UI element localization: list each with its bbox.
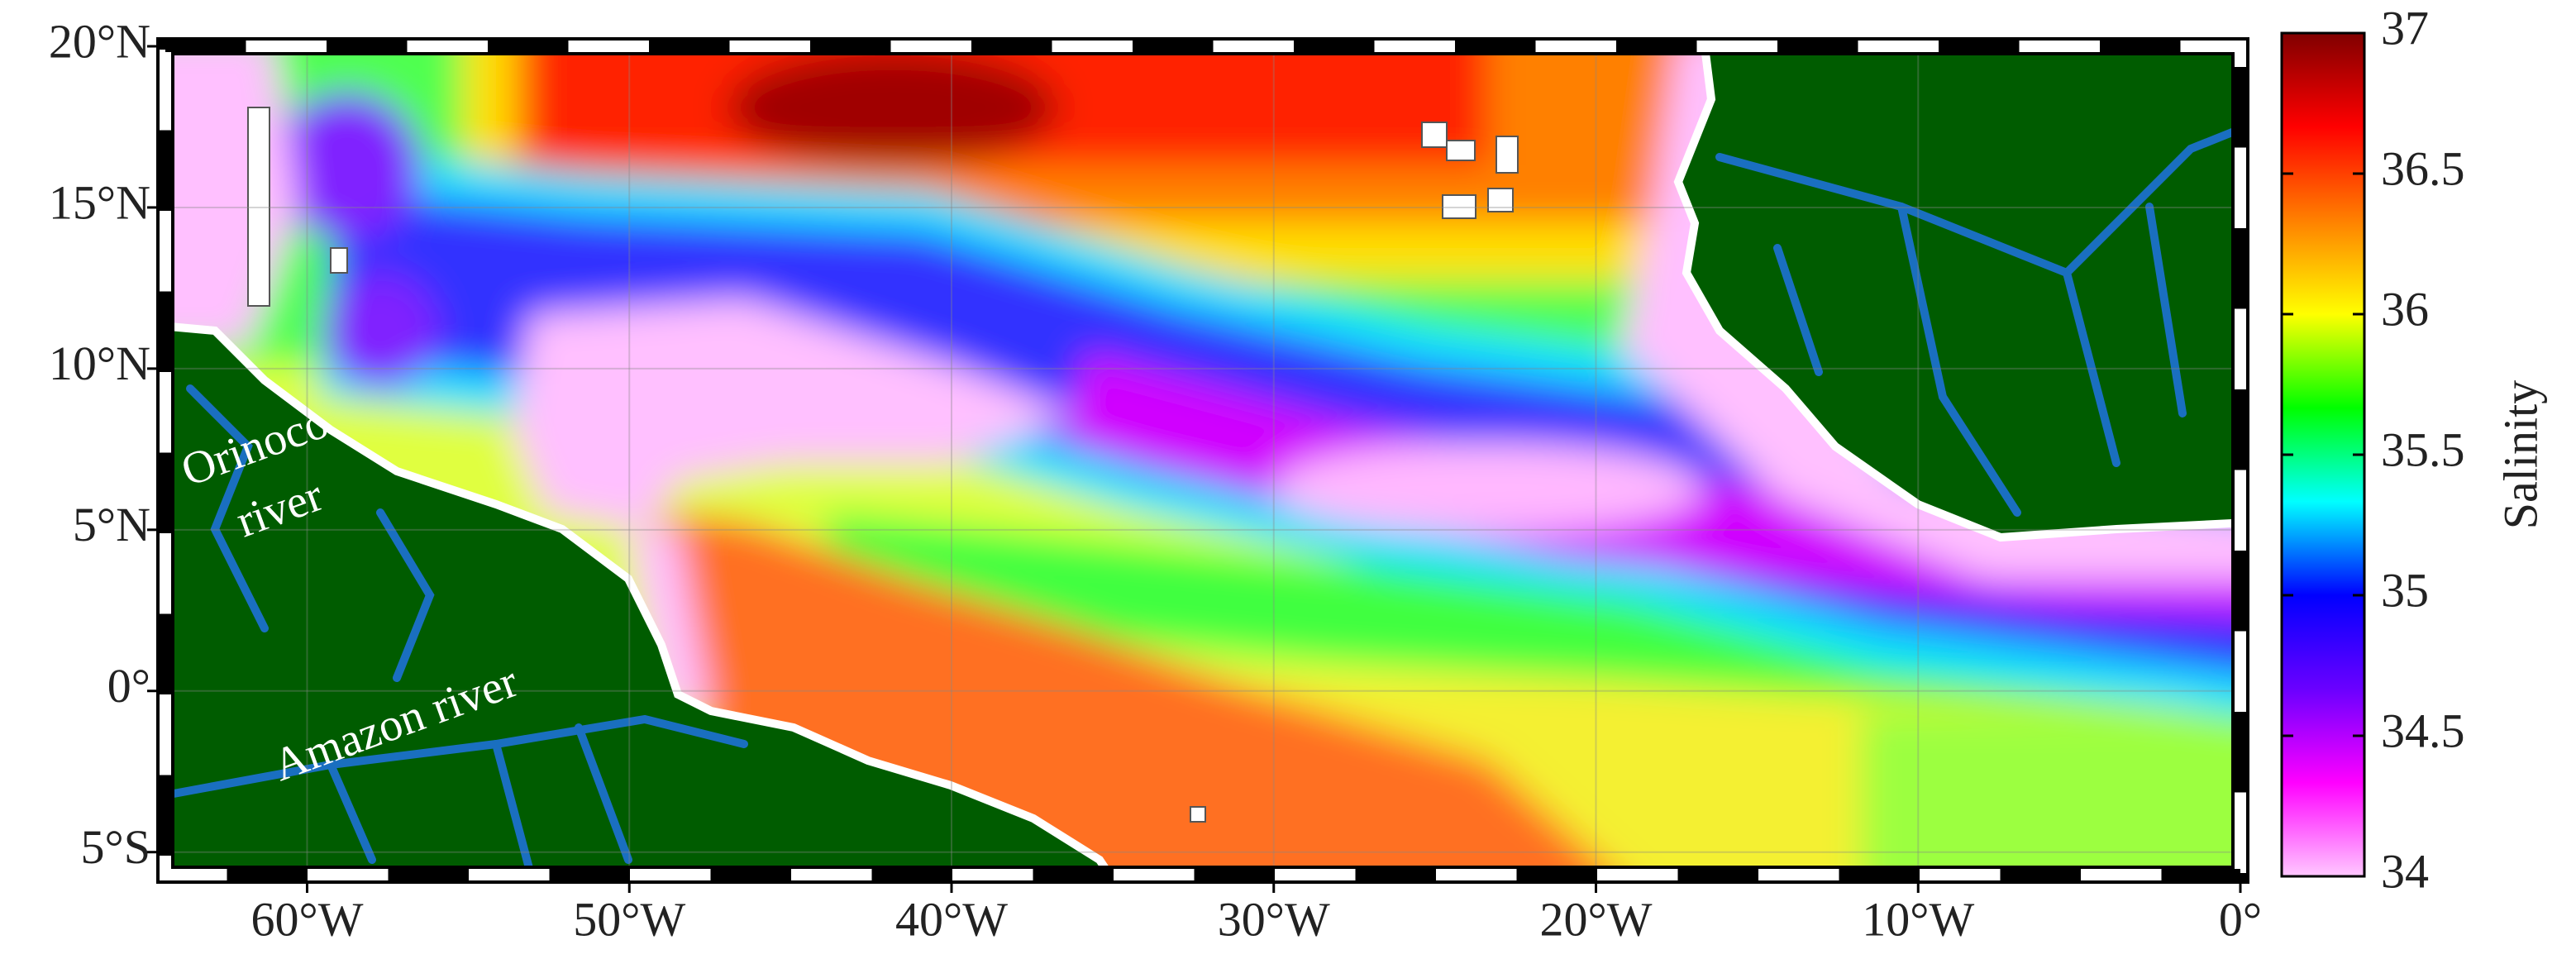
x-tick-label: 30°W (1218, 892, 1330, 946)
colorbar-tick-label: 34 (2381, 844, 2429, 898)
y-tick-label: 10°N (49, 336, 150, 390)
x-tick-label: 10°W (1862, 892, 1974, 946)
x-tick-label: 0° (2219, 892, 2262, 946)
salinity-field (165, 46, 2240, 875)
y-tick-label: 15°N (49, 175, 150, 229)
colorbar-tick-label: 36.5 (2381, 141, 2465, 195)
colorbar-tick-label: 36 (2381, 282, 2429, 336)
colorbar-tick-label: 37 (2381, 1, 2429, 55)
colorbar-label: Salinity (2493, 380, 2547, 529)
rivers (169, 128, 2236, 872)
colorbar-tick-label: 35.5 (2381, 422, 2465, 476)
y-tick-label: 5°N (73, 498, 150, 551)
y-tick-label: 20°N (49, 14, 150, 68)
colorbar-tick-label: 35 (2381, 563, 2429, 617)
map-frame (156, 37, 2249, 884)
colorbar-tick-label: 34.5 (2381, 704, 2465, 757)
x-tick-label: 20°W (1540, 892, 1653, 946)
x-tick-label: 60°W (251, 892, 364, 946)
y-tick-label: 5°S (81, 820, 150, 874)
y-tick-label: 0° (107, 659, 150, 713)
colorbar (2280, 31, 2366, 878)
x-tick-label: 50°W (573, 892, 685, 946)
x-tick-label: 40°W (895, 892, 1008, 946)
